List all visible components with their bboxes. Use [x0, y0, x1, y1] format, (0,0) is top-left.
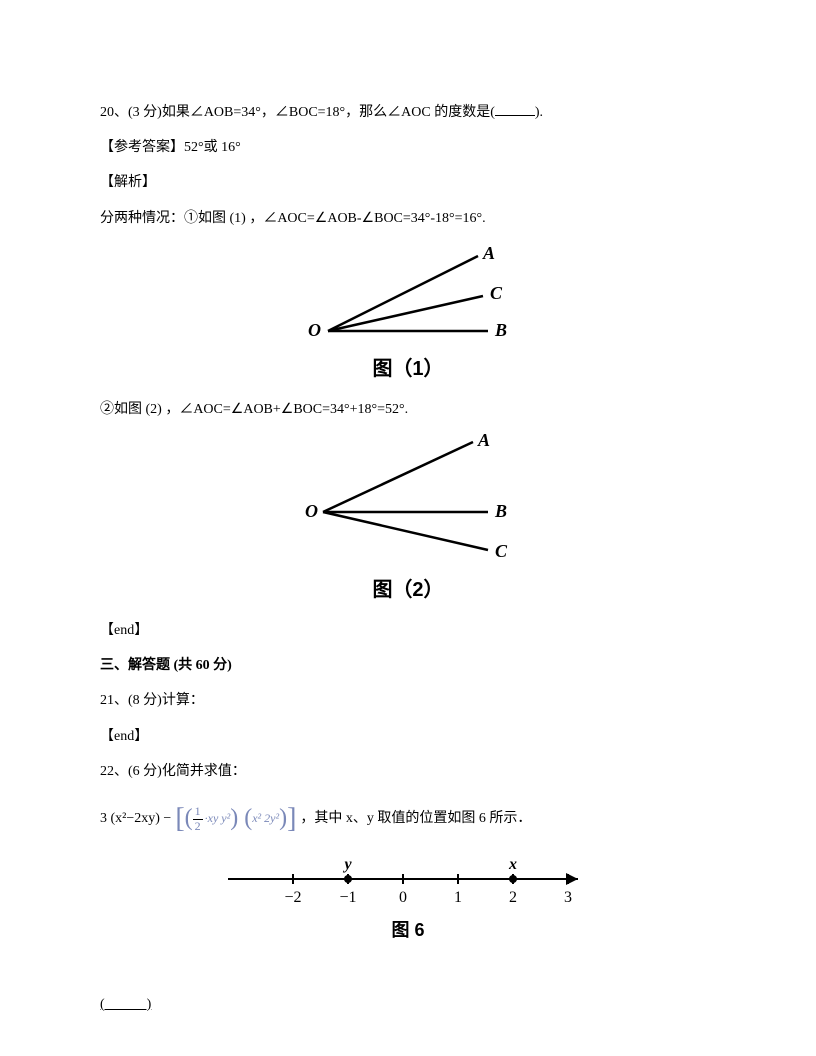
- fig6-tick-4: 2: [509, 889, 517, 906]
- fig2-c-label: C: [495, 541, 508, 561]
- answer-block: 【参考答案】52°或 16°: [100, 135, 716, 160]
- fig6-tick-1: −1: [339, 889, 356, 906]
- final-blank-text: ( ): [100, 997, 151, 1012]
- answer-text: 52°或 16°: [184, 140, 241, 155]
- q20-text-suf: ).: [535, 105, 543, 120]
- section-3-heading: 三、解答题 (共 60 分): [100, 653, 716, 678]
- q22-frac-den: 2: [193, 820, 203, 833]
- q22-inner2: x² 2y²: [252, 808, 279, 830]
- q22-frac: 1 2: [193, 805, 203, 832]
- figure-2-caption: 图（2）: [100, 572, 716, 608]
- analysis-line-1: 分两种情况：①如图 (1) ，∠AOC=∠AOB-∠BOC=34°-18°=16…: [100, 206, 716, 231]
- analysis-line-2: ②如图 (2) ，∠AOC=∠AOB+∠BOC=34°+18°=52°.: [100, 397, 716, 422]
- answer-label: 【参考答案】: [100, 140, 184, 155]
- figure-6-caption: 图 6: [100, 914, 716, 946]
- figure-2-svg: O A B C: [298, 432, 518, 572]
- end-label-2: 【end】: [100, 724, 716, 749]
- fig6-tick-0: −2: [284, 889, 301, 906]
- fig1-a-label: A: [482, 243, 495, 263]
- figure-6: −2 −1 0 1 2 3 y x 图 6: [100, 854, 716, 946]
- final-blank-paren: ( ): [100, 992, 716, 1017]
- q22-expression: 3 (x²−2xy) − [ ( 1 2 ·xy y² ) ( x² 2y² )…: [100, 794, 716, 844]
- fig2-o-label: O: [305, 501, 318, 521]
- fig6-xlabel: x: [508, 856, 517, 873]
- q22-inner1-rest: ·xy y²: [205, 808, 231, 830]
- q22-expr-post: ，其中 x、y 取值的位置如图 6 所示．: [300, 806, 531, 831]
- figure-1-caption: 图（1）: [100, 351, 716, 387]
- figure-2: O A B C 图（2）: [100, 432, 716, 608]
- q22-bracket: [ ( 1 2 ·xy y² ) ( x² 2y² ) ]: [175, 794, 296, 844]
- q20-text-pre: 20、(3 分)如果∠AOB=34°，∠BOC=18°，那么∠AOC 的度数是(: [100, 105, 495, 120]
- q22-frac-num: 1: [193, 805, 203, 819]
- question-20: 20、(3 分)如果∠AOB=34°，∠BOC=18°，那么∠AOC 的度数是(…: [100, 100, 716, 125]
- figure-1: O A C B 图（1）: [100, 241, 716, 387]
- fig2-b-label: B: [494, 501, 507, 521]
- fig1-c-label: C: [490, 283, 503, 303]
- fig1-o-label: O: [308, 320, 321, 340]
- fig6-tick-3: 1: [454, 889, 462, 906]
- end-label-1: 【end】: [100, 618, 716, 643]
- fig2-a-label: A: [477, 432, 490, 450]
- question-22: 22、(6 分)化简并求值：: [100, 759, 716, 784]
- figure-6-svg: −2 −1 0 1 2 3 y x: [218, 854, 598, 914]
- q20-blank: [495, 101, 535, 116]
- fig6-ylabel: y: [342, 856, 352, 873]
- fig6-tick-2: 0: [399, 889, 407, 906]
- fig1-b-label: B: [494, 320, 507, 340]
- analysis-label: 【解析】: [100, 170, 716, 195]
- figure-1-svg: O A C B: [298, 241, 518, 351]
- question-21: 21、(8 分)计算：: [100, 688, 716, 713]
- q22-expr-pre: 3 (x²−2xy) −: [100, 806, 171, 831]
- fig6-tick-5: 3: [564, 889, 572, 906]
